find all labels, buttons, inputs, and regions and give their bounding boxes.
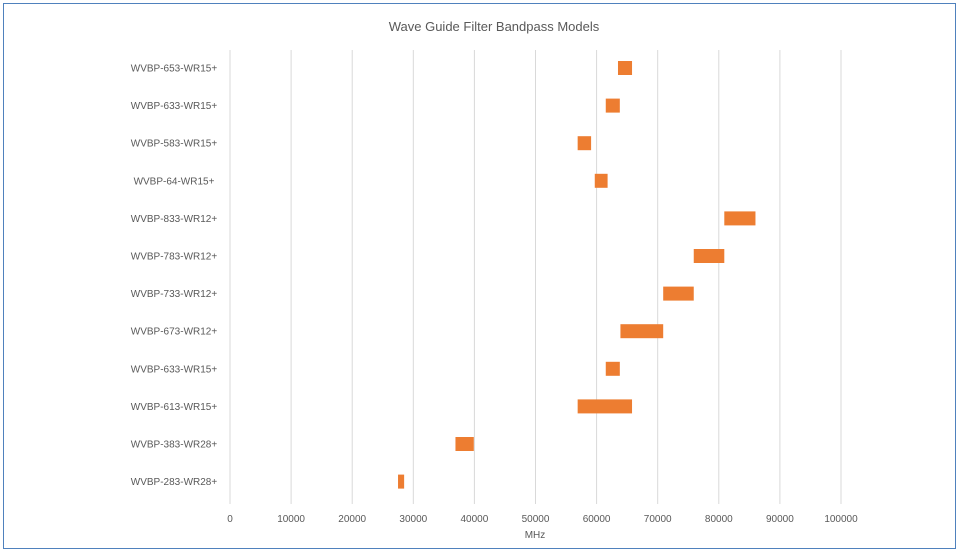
x-tick-label: 30000 — [399, 514, 427, 525]
chart-frame: Wave Guide Filter Bandpass Models WVBP-6… — [3, 3, 956, 549]
range-bar — [594, 173, 608, 188]
category-label: WVBP-633-WR15+ — [131, 101, 218, 112]
range-bar — [455, 437, 474, 451]
category-label: WVBP-64-WR15+ — [134, 176, 215, 187]
x-tick-label: 50000 — [522, 514, 550, 525]
x-axis-label: MHz — [525, 530, 546, 541]
bandpass-chart: Wave Guide Filter Bandpass Models WVBP-6… — [131, 19, 858, 541]
range-bar — [663, 286, 694, 301]
category-label: WVBP-383-WR28+ — [131, 440, 218, 451]
category-label: WVBP-833-WR12+ — [131, 214, 218, 225]
x-tick-label: 90000 — [766, 514, 794, 525]
category-label: WVBP-633-WR15+ — [131, 364, 218, 375]
x-tick-label: 10000 — [277, 514, 305, 525]
category-label: WVBP-613-WR15+ — [131, 402, 218, 413]
range-bar — [398, 474, 405, 489]
range-bar — [605, 98, 620, 113]
category-label: WVBP-283-WR28+ — [131, 477, 218, 488]
range-bar — [577, 136, 592, 151]
range-bar — [693, 249, 725, 263]
gridlines — [229, 50, 842, 504]
range-bar — [605, 361, 620, 376]
x-tick-label: 0 — [227, 514, 233, 525]
category-label: WVBP-583-WR15+ — [131, 139, 218, 150]
range-bar — [724, 211, 756, 226]
x-tick-label: 100000 — [824, 514, 858, 525]
bars — [398, 61, 756, 489]
category-label: WVBP-783-WR12+ — [131, 252, 218, 263]
x-tick-label: 40000 — [460, 514, 488, 525]
category-label: WVBP-733-WR12+ — [131, 289, 218, 300]
x-tick-label: 70000 — [644, 514, 672, 525]
category-labels: WVBP-653-WR15+ WVBP-633-WR15+ WVBP-583-WR1… — [131, 64, 218, 489]
x-tick-labels: 0 10000 20000 30000 40000 50000 60000 70000 8000… — [227, 514, 858, 525]
range-bar — [577, 399, 633, 414]
category-label: WVBP-653-WR15+ — [131, 64, 218, 75]
range-bar — [620, 324, 664, 339]
x-tick-label: 80000 — [705, 514, 733, 525]
x-tick-label: 20000 — [338, 514, 366, 525]
chart-title: Wave Guide Filter Bandpass Models — [389, 19, 600, 34]
x-tick-label: 60000 — [583, 514, 611, 525]
category-label: WVBP-673-WR12+ — [131, 327, 218, 338]
range-bar — [617, 61, 633, 75]
